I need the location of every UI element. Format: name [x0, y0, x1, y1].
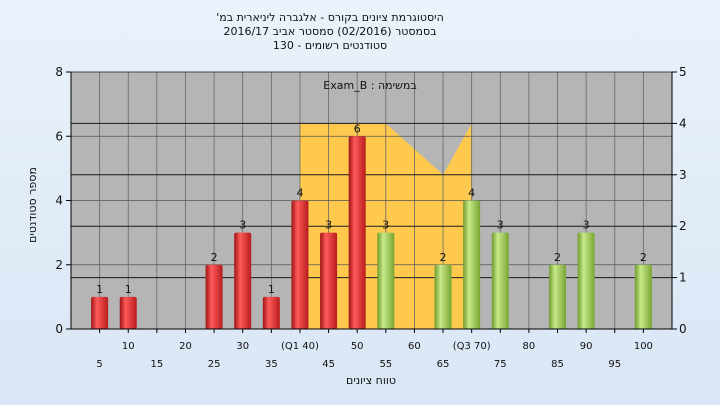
bar-value-label: 2 — [554, 251, 561, 264]
x-tick-label: 65 — [437, 359, 450, 370]
bar — [634, 264, 652, 329]
bar-value-label: 6 — [354, 122, 361, 135]
bar — [377, 232, 395, 329]
x-tick-label: 80 — [523, 341, 536, 352]
bar — [320, 232, 338, 329]
bar-value-label: 1 — [96, 283, 103, 296]
y2-tick-label: 1 — [679, 271, 687, 285]
y-tick-label: 4 — [55, 194, 63, 208]
bar — [291, 200, 309, 329]
bar — [434, 264, 452, 329]
bar-value-label: 3 — [239, 219, 246, 232]
x-tick-label: 50 — [351, 341, 364, 352]
bar — [91, 296, 109, 329]
bar — [549, 264, 567, 329]
chart-title-line-1: היסטוגרמת ציונים בקורס - אלגברה ליניארית… — [216, 11, 444, 24]
y2-tick-label: 5 — [679, 65, 687, 79]
x-tick-label: 85 — [551, 359, 564, 370]
y-tick-label: 0 — [55, 322, 63, 336]
bar-value-label: 3 — [583, 219, 590, 232]
y2-tick-label: 2 — [679, 219, 687, 233]
bar-value-label: 4 — [296, 187, 303, 200]
bar — [463, 200, 481, 329]
bar — [348, 136, 366, 329]
bar-value-label: 2 — [211, 251, 218, 264]
x-tick-label: 55 — [379, 359, 392, 370]
chart-title-line-3: סטודנטים רשומים - 130 — [273, 39, 387, 52]
chart-subtitle: במשימה : Exam_B — [323, 79, 416, 92]
y-tick-label: 2 — [55, 258, 63, 272]
y2-tick-label: 4 — [679, 116, 687, 130]
bar-value-label: 2 — [640, 251, 647, 264]
bar — [119, 296, 137, 329]
x-tick-label: (Q3 70) — [453, 341, 491, 352]
x-tick-label: 90 — [580, 341, 593, 352]
x-tick-label: 25 — [208, 359, 221, 370]
bar-value-label: 3 — [325, 219, 332, 232]
y2-tick-label: 3 — [679, 168, 687, 182]
bar — [234, 232, 252, 329]
chart-title-line-2: בסמסטר (02/2016) סמסטר אביב 2016/17 — [223, 25, 436, 38]
bar — [262, 296, 280, 329]
x-tick-label: 100 — [634, 341, 653, 352]
x-tick-label: 10 — [122, 341, 135, 352]
bar-value-label: 1 — [125, 283, 132, 296]
x-tick-label: 30 — [236, 341, 249, 352]
x-tick-label: 20 — [179, 341, 192, 352]
y-tick-label: 8 — [55, 65, 63, 79]
x-tick-label: 5 — [96, 359, 102, 370]
y-tick-label: 6 — [55, 129, 63, 143]
bar-value-label: 3 — [382, 219, 389, 232]
x-tick-label: 45 — [322, 359, 335, 370]
x-axis-label: טווח ציונים — [346, 374, 396, 387]
x-tick-label: 60 — [408, 341, 421, 352]
bar-value-label: 2 — [440, 251, 447, 264]
y-axis-label: מספר סטודנטים — [26, 167, 39, 243]
x-tick-label: (Q1 40) — [281, 341, 319, 352]
bar — [205, 264, 223, 329]
x-tick-label: 95 — [608, 359, 621, 370]
bars-layer: 1 1 2 3 1 4 3 6 3 2 4 3 2 3 2 — [91, 122, 652, 329]
x-tick-label: 15 — [150, 359, 163, 370]
bar-value-label: 3 — [497, 219, 504, 232]
bar-value-label: 1 — [268, 283, 275, 296]
bar — [491, 232, 509, 329]
y2-tick-label: 0 — [679, 322, 687, 336]
x-tick-label: 35 — [265, 359, 278, 370]
bar — [577, 232, 595, 329]
bar-value-label: 4 — [468, 187, 475, 200]
x-tick-label: 75 — [494, 359, 507, 370]
